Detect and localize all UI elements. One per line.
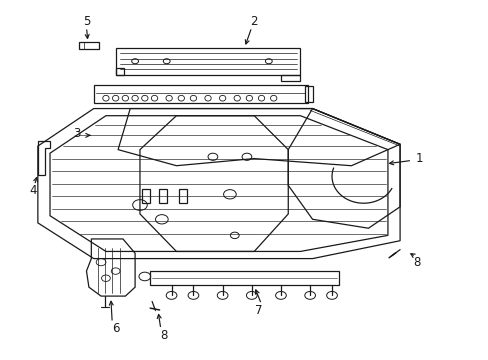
Text: 8: 8 — [412, 256, 420, 269]
Bar — [142, 189, 150, 203]
Text: 7: 7 — [255, 304, 262, 317]
Bar — [149, 271, 339, 285]
Bar — [304, 86, 312, 102]
Text: 1: 1 — [415, 152, 423, 165]
Bar — [116, 48, 300, 75]
Bar — [281, 75, 300, 81]
Bar — [159, 189, 167, 203]
Text: 8: 8 — [160, 329, 167, 342]
Text: 3: 3 — [73, 127, 81, 140]
Text: 2: 2 — [250, 14, 258, 27]
Bar — [79, 42, 99, 49]
Bar — [179, 189, 186, 203]
Bar — [94, 85, 307, 103]
Text: 4: 4 — [29, 184, 37, 197]
Text: 5: 5 — [82, 14, 90, 27]
Bar — [116, 68, 124, 75]
Text: 6: 6 — [112, 322, 119, 335]
